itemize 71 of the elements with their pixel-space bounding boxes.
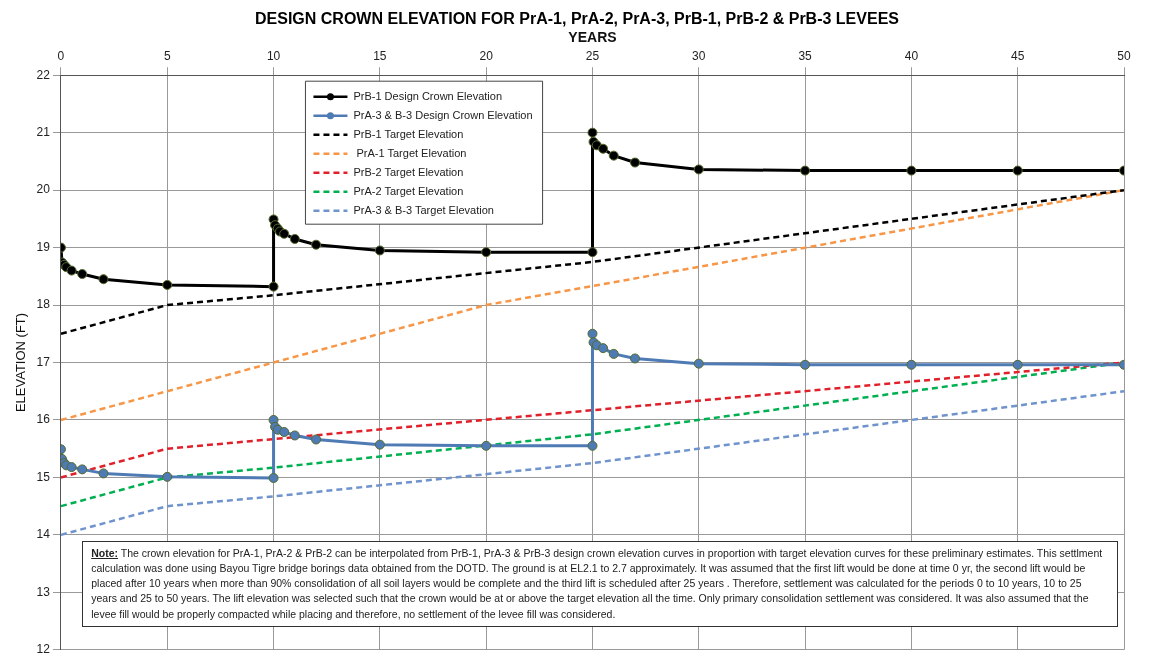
point	[374, 439, 385, 450]
point	[481, 247, 492, 258]
legend-label: PrB-1 Target Elevation	[353, 127, 464, 140]
y-tick-label: 15	[36, 469, 51, 484]
point	[693, 164, 704, 175]
legend-label: PrB-2 Target Elevation	[353, 165, 464, 178]
point	[608, 150, 619, 161]
point	[630, 157, 640, 168]
y-tick-label: 22	[36, 67, 51, 82]
point	[587, 127, 598, 138]
x-tick-label: 30	[692, 49, 706, 64]
y-tick-label: 16	[36, 412, 51, 427]
y-tick-label: 13	[36, 584, 51, 599]
point	[1012, 165, 1023, 176]
point	[77, 464, 88, 475]
point	[311, 434, 322, 445]
point	[906, 359, 917, 370]
x-axis-title: YEARS	[568, 29, 617, 46]
point	[587, 247, 598, 258]
point	[98, 274, 109, 285]
point	[693, 358, 704, 369]
x-tick-label: 0	[57, 49, 65, 64]
point	[77, 269, 88, 280]
chart-title: DESIGN CROWN ELEVATION FOR PrA-1, PrA-2, PrA-3, PrB-1, PrB-2 & PrB-3 LEVEES	[254, 10, 900, 28]
y-tick-label: 12	[36, 642, 51, 657]
point	[268, 281, 279, 292]
point	[587, 328, 598, 339]
point	[289, 430, 300, 441]
legend-label: PrA-3 & B-3 Target Elevation	[353, 203, 494, 216]
x-tick-label: 40	[904, 49, 919, 64]
point	[598, 143, 609, 154]
point	[162, 279, 173, 290]
point	[66, 265, 77, 276]
x-tick-label: 25	[585, 49, 600, 64]
point	[162, 471, 173, 482]
x-tick-label: 10	[266, 49, 281, 64]
x-tick-label: 20	[479, 49, 494, 64]
legend-label: PrA-2 Target Elevation	[353, 184, 464, 197]
y-tick-label: 21	[36, 124, 51, 139]
x-tick-label: 45	[1011, 49, 1025, 64]
y-axis-title: ELEVATION (FT)	[13, 312, 29, 413]
y-tick-label: 18	[36, 297, 51, 312]
y-tick-label: 14	[36, 527, 51, 542]
x-tick-label: 5	[163, 49, 171, 64]
point	[279, 427, 290, 438]
point	[800, 359, 811, 370]
legend-label: PrB-1 Design Crown Elevation	[353, 89, 503, 102]
point	[66, 462, 77, 473]
point	[906, 165, 917, 176]
point	[279, 228, 290, 239]
y-tick-label: 20	[36, 182, 51, 197]
point	[587, 440, 598, 451]
legend-label: PrA-1 Target Elevation	[353, 146, 467, 159]
point	[289, 233, 300, 244]
point	[268, 473, 279, 483]
point	[311, 239, 322, 250]
point	[608, 348, 619, 359]
y-tick-label: 17	[36, 354, 51, 369]
point	[481, 440, 492, 451]
y-tick-label: 19	[36, 239, 51, 254]
x-tick-label: 15	[373, 49, 387, 64]
point	[598, 343, 609, 354]
point	[98, 468, 109, 479]
x-tick-label: 50	[1117, 49, 1131, 64]
point	[1012, 359, 1023, 370]
x-tick-label: 35	[798, 49, 813, 64]
point	[630, 353, 640, 364]
point	[800, 165, 811, 176]
legend-label: PrA-3 & B-3 Design Crown Elevation	[353, 108, 533, 121]
annotation: Note: The crown elevation for PrA-1, PrA-2 & PrB-2 can be interpolated from PrB-1, PrA-3 & PrB-3 design crown elevation curves in proportion with target elevation curves for these preliminary estimates. This settlment calculation was done using Bayou Tigre bridge borings data obtained from the DOTD. The ground is at EL2.1 to 2.7 approximately. It was assumed that the first lift would be done at time 0 yr, the second lift would be placed after 10 years when more than 90% consolidation of all soil layers would be complete and the third lift is scheduled after 25 years . Therefore, settlement was calculated for the periods 0 to 10 years, 10 to 25 years and 25 to 50 years. The lift elevation was selected such that the crown would be at or above the target elevation all the time. Only primary consolidation settlement was considered. It was also assumed that the levee fill would be properly compacted while placing and therefore, no settlement of the levee fill was considered.	[82, 540, 1118, 627]
point	[374, 245, 385, 256]
